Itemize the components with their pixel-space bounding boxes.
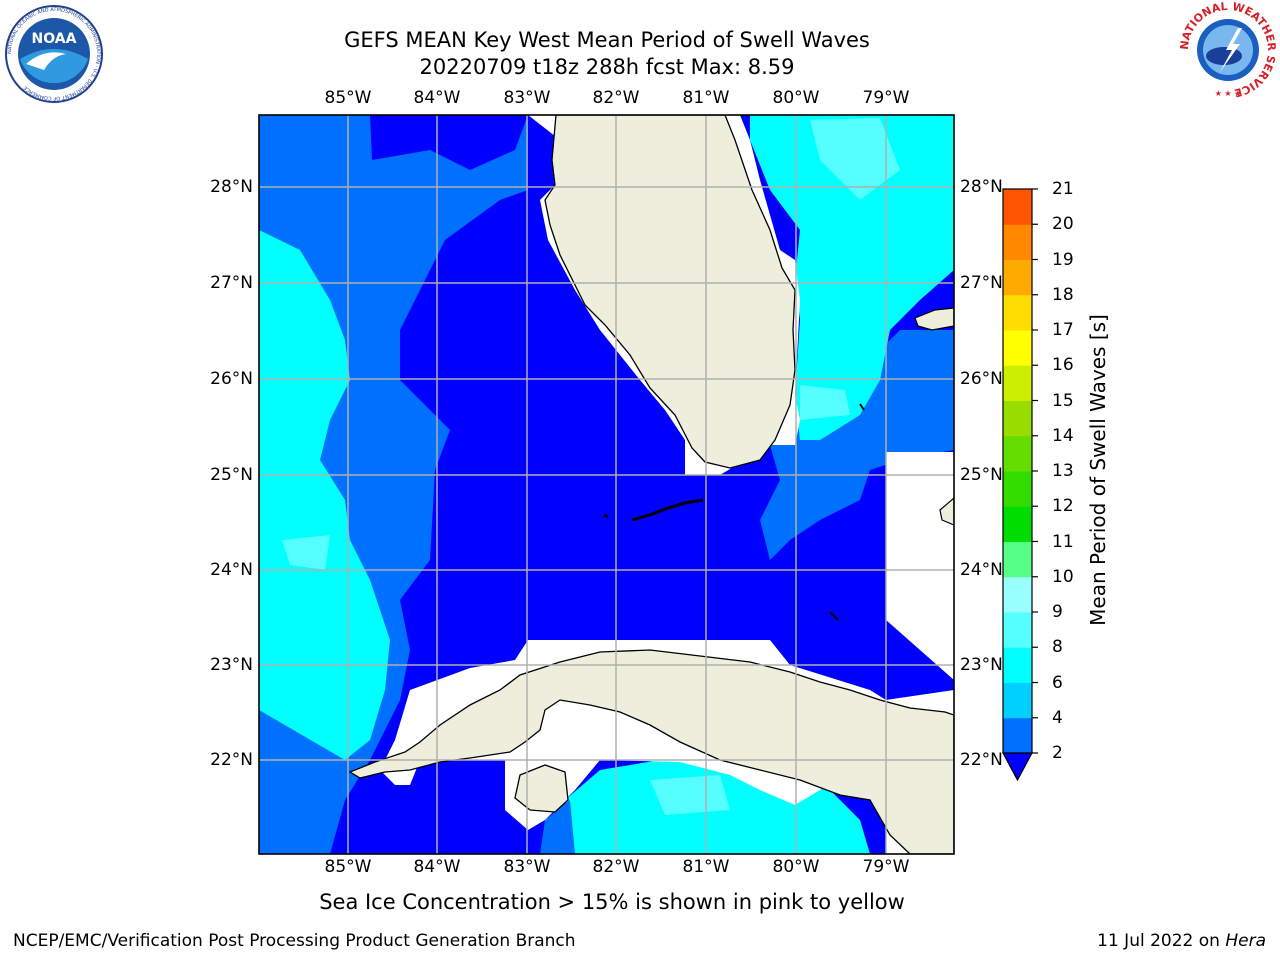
- colorbar-segment: [1003, 294, 1032, 331]
- colorbar-tick-label: 4: [1052, 707, 1063, 728]
- map-frame: [258, 114, 955, 855]
- chart-title: GEFS MEAN Key West Mean Period of Swell …: [344, 28, 870, 52]
- noaa-logo: NATIONAL OCEANIC AND ATMOSPHERIC ADMINIS…: [5, 5, 103, 103]
- colorbar-segment: [1003, 435, 1032, 472]
- lon-tick-top: 82°W: [592, 88, 640, 108]
- nodata-bahamas: [886, 452, 954, 680]
- colorbar-tick-label: 14: [1052, 425, 1074, 446]
- colorbar-tick-label: 19: [1052, 249, 1074, 270]
- colorbar-tick-label: 15: [1052, 390, 1074, 411]
- colorbar-label: Mean Period of Swell Waves [s]: [1086, 314, 1110, 626]
- lon-tick-bottom: 83°W: [503, 857, 551, 877]
- period-band-6-8-west: [282, 535, 330, 570]
- colorbar-segment: [1003, 471, 1032, 507]
- colorbar-tick-label: 10: [1052, 566, 1074, 587]
- lat-tick-left: 24°N: [210, 560, 253, 580]
- lon-tick-bottom: 79°W: [862, 857, 910, 877]
- colorbar-segment: [1003, 224, 1032, 260]
- lat-tick-left: 22°N: [210, 750, 253, 770]
- colorbar-tick-label: 21: [1052, 179, 1074, 199]
- lat-tick-right: 26°N: [960, 369, 1003, 389]
- colorbar-segment: [1003, 682, 1032, 719]
- svg-text:★ ★ ★: ★ ★ ★: [1215, 89, 1242, 98]
- date-text: 11 Jul 2022 on Hera: [1097, 931, 1266, 951]
- colorbar-segment: [1003, 400, 1032, 437]
- lat-tick-left: 27°N: [210, 273, 253, 293]
- colorbar-segment: [1003, 506, 1032, 542]
- florida-keys: [631, 498, 704, 522]
- colorbar-tick-label: 17: [1052, 320, 1074, 340]
- colorbar-segment: [1003, 612, 1032, 648]
- lon-tick-bottom: 82°W: [592, 857, 640, 877]
- colorbar-tick-label: 20: [1052, 214, 1074, 235]
- colorbar-tick-label: 12: [1052, 496, 1074, 517]
- colorbar: [1001, 188, 1038, 782]
- svg-text:NOAA: NOAA: [32, 31, 77, 47]
- colorbar-extend-arrow: [1001, 752, 1034, 782]
- lat-tick-left: 26°N: [210, 369, 253, 389]
- lat-tick-right: 24°N: [960, 560, 1003, 580]
- lon-tick-bottom: 81°W: [682, 857, 730, 877]
- colorbar-tick-label: 8: [1052, 637, 1063, 658]
- period-band-4-6-east: [750, 115, 954, 440]
- colorbar-tick-label: 11: [1052, 531, 1074, 552]
- colorbar-segment: [1003, 365, 1032, 401]
- lon-tick-top: 84°W: [413, 88, 461, 108]
- lat-tick-right: 23°N: [960, 655, 1003, 675]
- colorbar-tick-label: 9: [1052, 602, 1063, 622]
- lat-tick-right: 28°N: [960, 177, 1003, 197]
- credit-text: NCEP/EMC/Verification Post Processing Pr…: [13, 931, 576, 951]
- colorbar-segment: [1003, 330, 1032, 366]
- colorbar-segment: [1003, 259, 1032, 296]
- colorbar-segment: [1003, 647, 1032, 683]
- period-band-4-6-west: [259, 230, 390, 760]
- lat-tick-right: 27°N: [960, 273, 1003, 293]
- land-bahamas: [914, 307, 954, 331]
- nws-logo: NATIONAL WEATHER SERVICE ★ ★ ★: [1178, 0, 1278, 99]
- lon-tick-top: 79°W: [862, 88, 910, 108]
- lat-tick-left: 28°N: [210, 177, 253, 197]
- lon-tick-top: 85°W: [324, 88, 372, 108]
- colorbar-segment: [1003, 576, 1032, 613]
- colorbar-segment: [1003, 541, 1032, 578]
- lon-tick-top: 81°W: [682, 88, 730, 108]
- lon-tick-top: 83°W: [503, 88, 551, 108]
- period-band-6-8-east: [800, 385, 850, 420]
- graticule: [259, 115, 954, 854]
- lon-tick-bottom: 80°W: [772, 857, 820, 877]
- lat-tick-right: 22°N: [960, 750, 1003, 770]
- lat-tick-right: 25°N: [960, 465, 1003, 485]
- colorbar-tick-label: 13: [1052, 461, 1074, 481]
- lat-tick-left: 25°N: [210, 465, 253, 485]
- lon-tick-top: 80°W: [772, 88, 820, 108]
- colorbar-tick-label: 16: [1052, 355, 1074, 376]
- land-isla-juventud: [514, 764, 569, 813]
- chart-subtitle: 20220709 t18z 288h fcst Max: 8.59: [419, 55, 795, 79]
- colorbar-tick-label: 18: [1052, 284, 1074, 305]
- colorbar-segment: [1003, 717, 1032, 754]
- machine-name: Hera: [1225, 931, 1266, 951]
- colorbar-tick-label: 2: [1052, 743, 1063, 763]
- lon-tick-bottom: 84°W: [413, 857, 461, 877]
- colorbar-tick-label: 6: [1052, 672, 1063, 693]
- colorbar-segment: [1003, 189, 1032, 225]
- sea-ice-note: Sea Ice Concentration > 15% is shown in …: [319, 890, 905, 914]
- lat-tick-left: 23°N: [210, 655, 253, 675]
- lon-tick-bottom: 85°W: [324, 857, 372, 877]
